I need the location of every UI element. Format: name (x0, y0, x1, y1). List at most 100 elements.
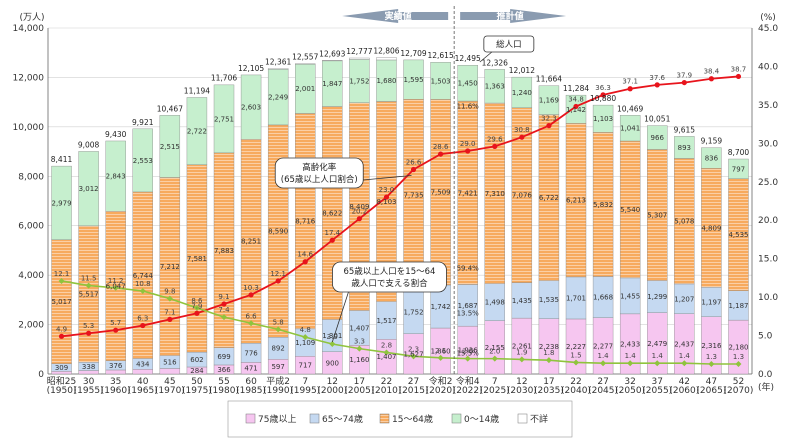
support-ratio-label: 1.4 (598, 352, 610, 360)
support-ratio-label: 9.8 (164, 288, 175, 296)
segment-value-label: 1,535 (539, 296, 559, 304)
x-tick-year: (2070) (723, 386, 753, 396)
aging-rate-label: 29.6 (487, 135, 503, 143)
x-tick-label: 27 (597, 377, 608, 387)
segment-value-label: 1,742 (431, 303, 451, 311)
total-value-label: 8,411 (51, 155, 73, 164)
x-tick-label: 35 (110, 377, 121, 387)
support-ratio-label: 12.1 (54, 270, 70, 278)
legend-label: 不詳 (530, 413, 548, 425)
support-ratio-label: 3.3 (354, 338, 365, 346)
y-tick-label-left: 12,000 (13, 73, 45, 83)
bar-segment (565, 94, 587, 124)
segment-value-label: 8,622 (322, 210, 342, 218)
aging-rate-point (735, 73, 742, 80)
annotation-support-line1: 65歳以上人口を15～64 (343, 266, 435, 277)
segment-value-label: 2,603 (241, 104, 261, 112)
aging-rate-label: 9.1 (218, 293, 229, 301)
x-tick-label: 12 (327, 377, 338, 387)
aging-rate-label: 37.6 (649, 74, 665, 82)
segment-value-label: 5,517 (79, 291, 99, 299)
support-ratio-label: 10.8 (135, 280, 151, 288)
bar-segment (105, 369, 126, 375)
y-tick-label-right: 45.0 (758, 24, 778, 34)
segment-value-label: 1,450 (458, 80, 478, 88)
segment-value-label: 5,017 (52, 298, 72, 306)
segment-value-label: 1,847 (322, 80, 342, 88)
total-value-label: 10,051 (644, 115, 670, 124)
x-tick-year: (1985) (236, 386, 266, 396)
segment-value-label: 836 (705, 154, 719, 162)
x-tick-label: 47 (706, 377, 717, 387)
bar-segment (349, 57, 370, 60)
segment-value-label: 1,363 (485, 83, 505, 91)
x-tick-label: 40 (137, 377, 149, 387)
x-tick-year: (2010) (371, 386, 401, 396)
x-tick-label: 45 (164, 377, 175, 387)
segment-value-label: 6,722 (539, 194, 559, 202)
segment-value-label: 8,251 (241, 238, 261, 246)
aging-rate-point (221, 301, 227, 307)
segment-value-label: 5,540 (620, 206, 640, 214)
segment-value-label: 1,498 (485, 299, 505, 307)
segment-value-label: 1,109 (295, 339, 315, 347)
legend-swatch (451, 413, 462, 424)
y-tick-label-right: 5.0 (758, 332, 773, 342)
support-ratio-point (166, 295, 173, 302)
support-ratio-label: 11.2 (108, 277, 124, 285)
segment-value-label: 1,407 (349, 324, 369, 332)
segment-value-label: 5,832 (593, 201, 613, 209)
aging-rate-label: 37.1 (622, 78, 638, 86)
legend-label: 0～14歳 (464, 413, 499, 425)
x-tick-label: 平成2 (266, 375, 290, 387)
bar-segment (186, 97, 208, 165)
support-ratio-label: 1.4 (625, 352, 637, 360)
support-ratio-point (681, 360, 688, 367)
support-ratio-point (600, 360, 607, 367)
aging-rate-point (492, 143, 498, 150)
support-ratio-point (248, 320, 255, 327)
segment-value-label: 1,240 (512, 89, 532, 97)
x-tick-year: (1990) (263, 386, 293, 396)
x-tick-year: (1955) (74, 386, 104, 396)
segment-value-label: 1,197 (701, 298, 721, 306)
x-tick-label: 22 (381, 377, 392, 387)
aging-rate-point (627, 86, 633, 92)
bar-segment (592, 104, 614, 133)
x-tick-label: 32 (624, 377, 635, 387)
y-tick-label-right: 25.0 (758, 178, 778, 188)
aging-rate-point (410, 166, 417, 173)
aging-rate-point (383, 194, 390, 200)
aging-rate-label: 10.3 (243, 284, 259, 292)
total-value-label: 12,777 (346, 47, 372, 56)
x-tick-year: (1975) (182, 386, 212, 396)
x-tick-label: 50 (191, 377, 203, 387)
y-tick-label-left: 14,000 (13, 24, 45, 34)
support-ratio-label: 1.4 (652, 352, 664, 360)
aging-rate-label: 28.6 (433, 143, 449, 151)
total-population-callout (483, 35, 535, 53)
bar-segment (457, 65, 478, 102)
support-ratio-label: 11.5 (81, 275, 97, 283)
aging-rate-label: 36.3 (595, 84, 611, 92)
y-tick-label-right: 40.0 (758, 62, 778, 72)
total-value-label: 11,194 (184, 86, 210, 95)
support-ratio-point (518, 356, 525, 363)
bar-segment (619, 115, 641, 142)
segment-value-label: 7,076 (512, 192, 533, 200)
support-ratio-point (193, 304, 200, 311)
aging-rate-label: 38.4 (704, 68, 720, 76)
support-ratio-point (410, 353, 417, 360)
aging-rate-label: 37.9 (677, 72, 693, 80)
bar-segment (213, 84, 235, 154)
segment-value-label: 7,310 (485, 190, 505, 198)
segment-value-label: 376 (109, 362, 123, 370)
aging-rate-point (329, 237, 335, 243)
support-ratio-label: 1.3 (733, 353, 744, 361)
highlight-ratio-65-74: 13.5% (457, 309, 480, 317)
aging-rate-label: 7.9 (191, 302, 202, 310)
segment-value-label: 1,103 (593, 115, 613, 123)
x-tick-label: 42 (679, 377, 690, 387)
aging-rate-label: 20.2 (352, 208, 368, 216)
